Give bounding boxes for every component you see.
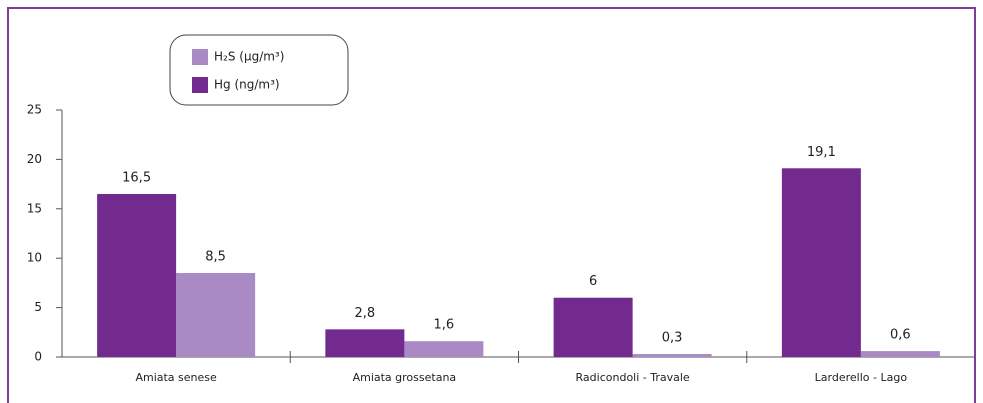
x-tick-label: Amiata senese	[135, 371, 217, 384]
legend-label: H₂S (µg/m³)	[214, 50, 284, 64]
legend-box	[169, 34, 349, 106]
y-tick-label: 20	[27, 152, 42, 166]
y-tick-label: 15	[27, 201, 42, 215]
y-tick-label: 10	[27, 251, 42, 265]
bar	[404, 341, 484, 357]
bar	[553, 297, 633, 357]
y-tick-label: 0	[34, 350, 42, 364]
x-tick-label: Amiata grossetana	[353, 371, 457, 384]
data-label: 19,1	[807, 145, 836, 160]
data-label: 8,5	[205, 250, 226, 265]
legend-swatch	[192, 49, 208, 65]
y-tick-label: 5	[34, 300, 42, 314]
legend-swatch	[192, 77, 208, 93]
bar	[176, 273, 256, 357]
data-label: 6	[589, 274, 597, 289]
frame	[7, 7, 976, 403]
y-tick-label: 25	[27, 103, 42, 117]
bar	[632, 354, 712, 357]
x-tick-label: Larderello - Lago	[815, 371, 908, 384]
data-label: 0,6	[890, 328, 911, 343]
data-label: 0,3	[662, 331, 683, 346]
bar	[325, 329, 405, 357]
data-label: 2,8	[355, 306, 376, 321]
bar	[860, 351, 940, 357]
data-label: 1,6	[434, 318, 455, 333]
bar	[97, 193, 177, 357]
data-label: 16,5	[122, 170, 151, 185]
x-tick-label: Radicondoli - Travale	[576, 371, 690, 384]
legend-label: Hg (ng/m³)	[214, 78, 280, 92]
bar	[781, 168, 861, 357]
